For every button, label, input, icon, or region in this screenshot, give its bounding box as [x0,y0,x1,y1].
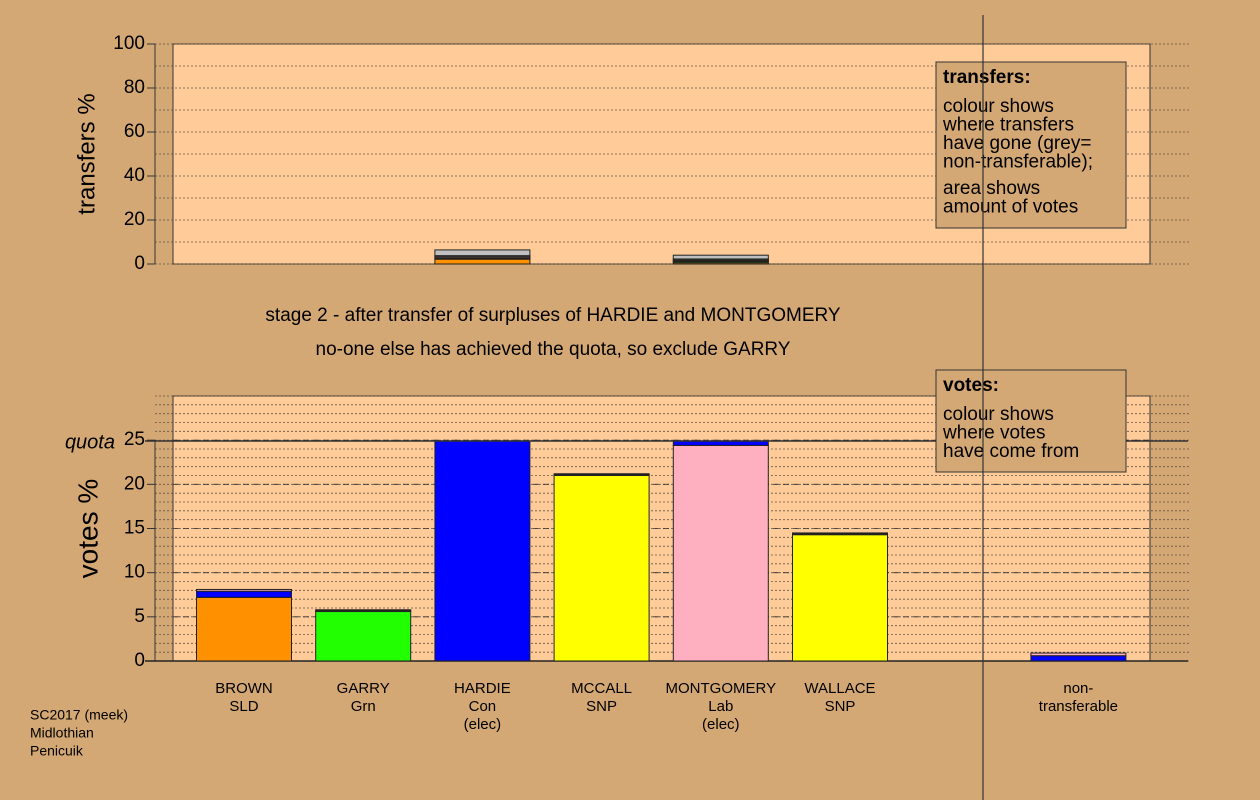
bar-segment [792,532,888,535]
bar-segment [434,258,531,265]
y-axis-label: votes % [72,479,103,579]
x-tick-label: MONTGOMERY [666,680,777,697]
y-tick-label: 60 [124,121,145,142]
y-tick-label: 80 [124,77,145,98]
note-line: non-transferable); [943,152,1093,173]
bar-segment [553,475,650,662]
x-tick-label: transferable [1039,698,1118,715]
y-tick-label: 40 [124,165,145,186]
x-tick-label: WALLACE [804,680,875,697]
y-tick-label: 100 [113,33,145,54]
bar-segment [196,588,292,592]
footer-line: Midlothian [30,725,94,741]
footer-line: Penicuik [30,743,84,759]
note-title: transfers: [943,67,1031,88]
y-axis-label: transfers % [73,93,100,214]
footer-line: SC2017 (meek) [30,707,128,723]
y-tick-label: 10 [124,562,145,583]
y-tick-label: 20 [124,209,145,230]
note-box [935,369,1127,473]
x-tick-label: Con [469,698,497,715]
y-tick-label: 20 [124,473,145,494]
y-tick-label: 5 [134,606,145,627]
bar-segment [672,444,769,662]
x-tick-label: GARRY [337,680,390,697]
bar-segment [672,254,769,260]
bar-segment [196,590,292,598]
note-box [935,61,1127,229]
subtitle: no-one else has achieved the quota, so e… [316,339,791,360]
quota-label: quota [65,431,115,453]
bar-segment [315,609,412,612]
x-tick-label: MCCALL [571,680,632,697]
x-tick-label: SNP [586,698,617,715]
bar-segment [196,596,292,662]
note-title: votes: [943,375,999,396]
bar-segment [792,534,888,662]
note-line: have gone (grey= [943,133,1091,154]
x-tick-label: BROWN [215,680,273,697]
y-tick-label: 0 [134,253,145,274]
bar-segment [315,611,412,662]
note-line: colour shows [943,96,1054,117]
note-line: where transfers [942,115,1074,136]
note-line: where votes [942,423,1045,444]
bar-segment [1030,655,1127,662]
x-tick-label: Grn [351,698,376,715]
bar-segment [553,473,650,476]
bar-segment [1030,652,1127,657]
y-tick-label: 15 [124,518,145,539]
note-line: colour shows [943,404,1054,425]
x-tick-label: SNP [825,698,856,715]
x-tick-label: SLD [229,698,258,715]
x-tick-label: non- [1063,680,1093,697]
bar-segment [434,440,531,662]
note-line: amount of votes [943,197,1078,218]
x-tick-label: HARDIE [454,680,511,697]
y-tick-label: 25 [124,429,145,450]
note-line: area shows [943,178,1040,199]
subtitle: stage 2 - after transfer of surpluses of… [265,305,840,326]
note-line: have come from [943,441,1079,462]
bar-segment [434,249,531,257]
x-tick-label: Lab [708,698,733,715]
x-tick-label: (elec) [464,716,502,733]
y-tick-label: 0 [134,650,145,671]
x-tick-label: (elec) [702,716,740,733]
